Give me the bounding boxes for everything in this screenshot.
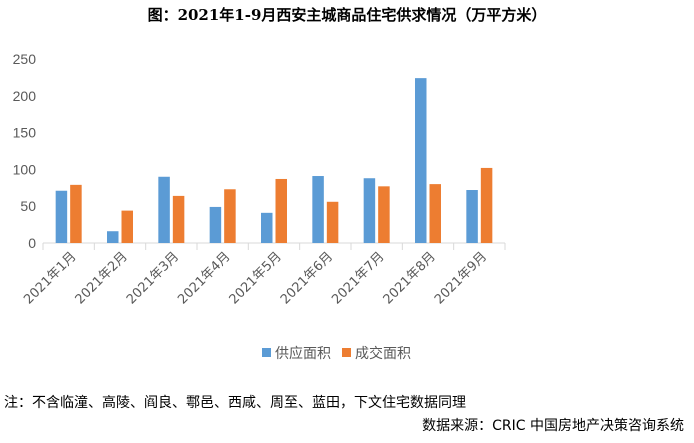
legend-label: 供应面积 (275, 345, 331, 362)
source-note: 数据来源：CRIC 中国房地产决策咨询系统 (422, 418, 684, 434)
footnote: 注：不含临潼、高陵、阎良、鄠邑、西咸、周至、蓝田，下文住宅数据同理 (4, 395, 466, 411)
y-tick-label: 200 (13, 88, 37, 104)
x-tick-label: 2021年1月 (21, 249, 79, 307)
x-tick-label: 2021年5月 (227, 249, 285, 307)
bar-transaction (172, 195, 185, 243)
bar-transaction (480, 167, 493, 243)
bar-supply (466, 190, 478, 243)
x-tick-label: 2021年9月 (432, 249, 490, 307)
bar-transaction (326, 201, 339, 243)
legend-label: 成交面积 (355, 345, 411, 362)
y-tick-label: 0 (28, 235, 36, 251)
bar-supply (158, 176, 170, 243)
legend-swatch (262, 348, 271, 357)
x-tick-label: 2021年8月 (381, 249, 439, 307)
y-tick-label: 50 (20, 198, 36, 214)
bar-transaction (121, 210, 133, 243)
legend-swatch (342, 348, 351, 357)
bar-transaction (70, 184, 82, 243)
y-tick-label: 100 (13, 161, 37, 177)
bar-supply (261, 212, 273, 243)
bar-transaction (378, 186, 390, 243)
bar-supply (209, 206, 222, 243)
bar-chart: 0501001502002502021年1月2021年2月2021年3月2021… (13, 51, 506, 362)
x-tick-label: 2021年2月 (73, 249, 131, 307)
bar-supply (55, 190, 68, 243)
bar-transaction (275, 178, 287, 243)
bar-supply (312, 176, 324, 243)
x-tick-label: 2021年3月 (124, 249, 182, 307)
y-tick-label: 250 (13, 51, 37, 67)
x-tick-label: 2021年4月 (175, 249, 233, 307)
y-tick-label: 150 (13, 125, 37, 141)
chart-title: 图：2021年1-9月西安主城商品住宅供求情况（万平方米） (147, 6, 547, 24)
x-tick-label: 2021年7月 (329, 249, 387, 307)
x-tick-label: 2021年6月 (278, 249, 336, 307)
bar-transaction (429, 184, 441, 243)
bar-transaction (224, 189, 236, 243)
bar-supply (415, 78, 427, 243)
bar-supply (107, 231, 119, 243)
bar-supply (363, 178, 376, 243)
